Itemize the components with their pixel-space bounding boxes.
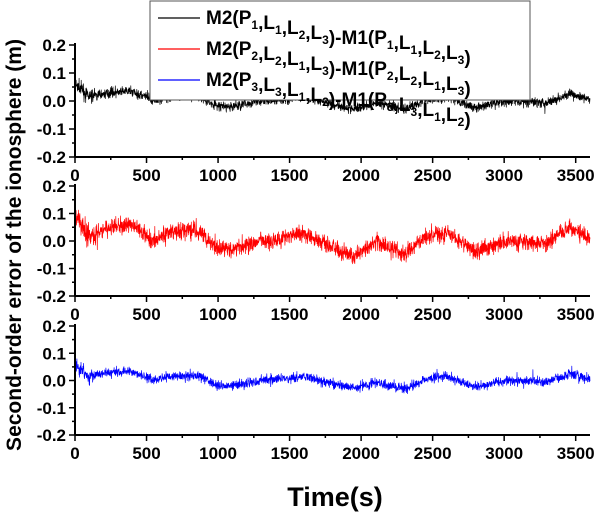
series-line-3 [74,358,591,395]
x-axis-label: Time(s) [287,482,383,512]
x-tick-label: 3000 [485,444,523,463]
x-tick-label: 3500 [557,166,595,185]
y-tick-label: 0.2 [42,177,66,196]
x-tick-label: 1500 [271,444,309,463]
legend: M2(P1,L1,L2,L3)-M1(P1,L1,L2,L3)M2(P2,L2,… [149,0,531,131]
x-tick-label: 0 [70,166,79,185]
x-tick-label: 2000 [342,444,380,463]
panel-2: -0.2 -0.1 0.0 0.1 0.2 0 500 1000 1500 2000 2500 300… [37,177,595,324]
x-tick-label: 3500 [557,444,595,463]
y-tick-label: -0.1 [37,399,66,418]
y-tick-label: 0.0 [42,232,66,251]
y-tick-label: -0.1 [37,120,66,139]
y-tick-label: 0.1 [42,205,66,224]
x-tick-label: 500 [132,305,160,324]
x-tick-label: 2500 [414,166,452,185]
y-tick-label: 0.2 [42,36,66,55]
y-tick-label: 0.2 [42,317,66,336]
y-tick-label: 0.0 [42,92,66,111]
x-tick-label: 2000 [342,166,380,185]
x-tick-label: 1000 [199,444,237,463]
x-tick-label: 2500 [414,444,452,463]
x-tick-label: 2000 [342,305,380,324]
y-tick-label: 0.0 [42,372,66,391]
x-tick-label: 2500 [414,305,452,324]
x-tick-label: 0 [70,305,79,324]
series-line-2 [74,201,591,265]
y-tick-label: -0.1 [37,260,66,279]
x-tick-label: 1500 [271,305,309,324]
legend-label-2: M2(P2,L2,L1,L3)-M1(P2,L2,L1,L3) [206,39,471,100]
y-tick-label: -0.2 [37,287,66,306]
x-tick-label: 1500 [271,166,309,185]
x-tick-label: 1000 [199,305,237,324]
x-tick-label: 3000 [485,305,523,324]
x-tick-label: 500 [132,444,160,463]
legend-label-1: M2(P1,L1,L2,L3)-M1(P1,L1,L2,L3) [206,8,471,69]
y-tick-label: 0.1 [42,344,66,363]
y-tick-label: 0.1 [42,64,66,83]
x-tick-label: 1000 [199,166,237,185]
x-tick-label: 500 [132,166,160,185]
y-tick-label: -0.2 [37,148,66,167]
y-tick-label: -0.2 [37,426,66,445]
panel-3: -0.2 -0.1 0.0 0.1 0.2 0 500 1000 1500 2000 2500 300… [37,317,595,463]
y-axis-label: Second-order error of the ionosphere (m) [3,39,26,451]
panel-1: -0.2 -0.1 0.0 0.1 0.2 0 500 1000 1500 2000 2500 300… [37,36,595,185]
x-tick-label: 0 [70,444,79,463]
x-tick-label: 3000 [485,166,523,185]
x-tick-label: 3500 [557,305,595,324]
legend-box [149,0,531,101]
legend-label-3: M2(P3,L3,L1,L2)-M1(P3,L3,L1,L2) [206,70,471,131]
